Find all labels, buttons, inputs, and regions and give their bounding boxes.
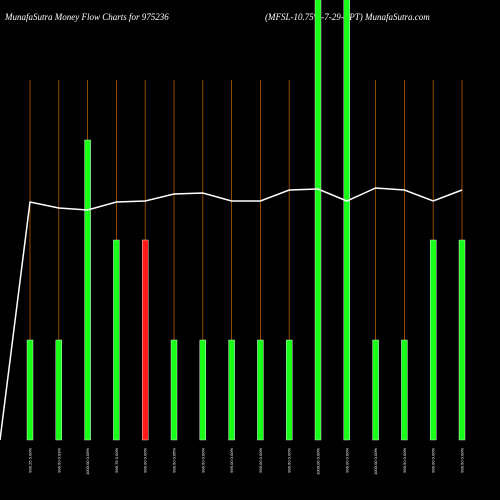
x-tick-label: 999.50 0.00% — [287, 448, 292, 473]
bar — [141, 239, 149, 441]
x-tick-label: 999.00 0.00% — [258, 448, 263, 473]
bar — [458, 239, 466, 441]
bar — [228, 339, 235, 441]
bar — [113, 239, 120, 441]
x-tick-label: 1000.00 0.00% — [373, 448, 378, 475]
bar — [55, 339, 62, 441]
x-tick-label: 999.50 0.03% — [56, 448, 61, 473]
bar — [343, 0, 350, 441]
x-tick-label: 1000.00 0.00% — [316, 448, 321, 475]
x-tick-label: 999.50 0.00% — [460, 448, 465, 473]
bar — [26, 339, 34, 441]
bar — [199, 339, 207, 441]
x-tick-label: 999.00 0.00% — [143, 448, 148, 473]
bar — [401, 339, 408, 441]
x-tick-label: 999.50 0.00% — [402, 448, 407, 473]
x-tick-label: 999.00 0.00% — [229, 448, 234, 473]
x-tick-label: 999.00 0.00% — [344, 448, 349, 473]
bar — [372, 339, 379, 441]
bar — [257, 339, 264, 441]
bar — [170, 339, 178, 441]
x-tick-label: 999.75 0.00% — [114, 448, 119, 473]
x-tick-label: 999.50 0.00% — [200, 448, 205, 473]
bar — [314, 0, 322, 441]
bar — [430, 239, 437, 441]
chart-title: MunafaSutra Money Flow Charts for 975236 — [4, 12, 169, 22]
x-tick-label: 999.50 0.05% — [172, 448, 177, 473]
x-tick-label: 999.00 0.00% — [431, 448, 436, 473]
bar — [286, 339, 293, 441]
x-tick-label: 999.25 0.00% — [28, 448, 33, 473]
x-tick-label: 1000.00 0.05% — [85, 448, 90, 475]
bar — [84, 139, 91, 441]
line-series — [0, 187, 463, 441]
